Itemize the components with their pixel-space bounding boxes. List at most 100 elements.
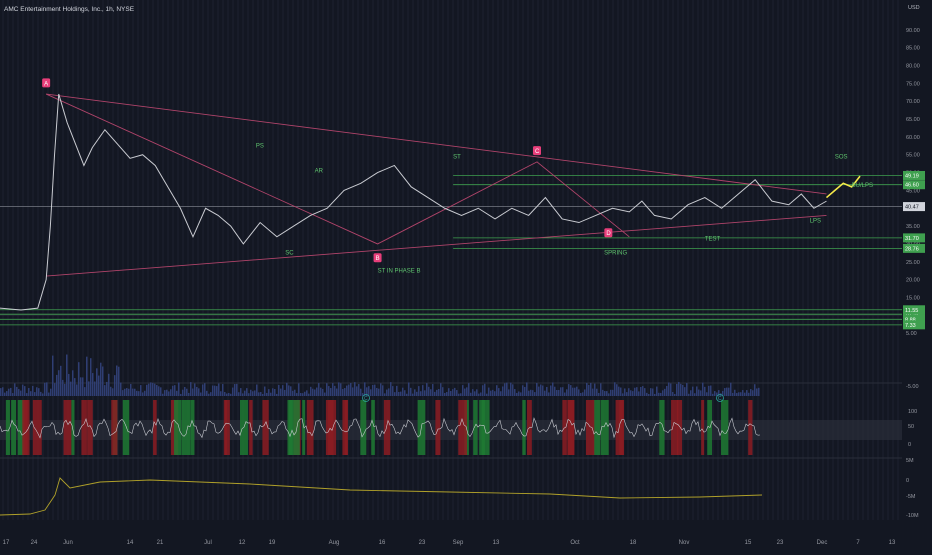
volume-bar <box>182 389 184 396</box>
volume-bar <box>726 387 728 396</box>
volume-bar <box>0 388 2 396</box>
volume-bar <box>122 390 124 396</box>
oscillator-zone <box>306 400 314 455</box>
annotation-label: TEST <box>705 236 721 242</box>
volume-bar <box>450 390 452 396</box>
volume-bar <box>550 385 552 396</box>
oscillator-zone <box>383 400 391 455</box>
volume-bar <box>318 383 320 396</box>
time-tick-label: 24 <box>31 540 38 546</box>
point-badge-label: C <box>535 149 540 155</box>
volume-bar <box>386 389 388 396</box>
volume-bar <box>750 389 752 396</box>
volume-bar <box>498 388 500 396</box>
volume-bar <box>634 387 636 396</box>
volume-bar <box>228 393 230 396</box>
volume-bar <box>374 384 376 396</box>
oscillator-zone <box>262 400 269 455</box>
volume-bar <box>484 383 486 396</box>
volume-bar <box>220 391 222 396</box>
time-tick-label: 21 <box>157 540 164 546</box>
volume-bar <box>688 393 690 396</box>
volume-bar <box>388 388 390 396</box>
time-tick-label: 18 <box>630 540 637 546</box>
volume-bar <box>102 366 104 396</box>
volume-bar <box>606 391 608 396</box>
volume-bar <box>492 389 494 396</box>
volume-bar <box>222 384 224 396</box>
volume-bar <box>298 383 300 396</box>
volume-bar <box>452 389 454 396</box>
volume-bar <box>272 388 274 396</box>
point-badge-label: B <box>376 256 380 262</box>
volume-bar <box>268 389 270 396</box>
volume-bar <box>308 393 310 396</box>
volume-bar <box>382 385 384 396</box>
volume-bar <box>104 385 106 396</box>
volume-bar <box>226 393 228 396</box>
volume-bar <box>554 386 556 396</box>
oscillator-zone <box>294 400 300 455</box>
volume-bar <box>232 387 234 396</box>
volume-bar <box>64 383 66 396</box>
obv-tick-label: -10M <box>906 513 919 519</box>
volume-bar <box>230 393 232 396</box>
volume-bar <box>330 388 332 396</box>
volume-bar <box>394 392 396 396</box>
volume-bar <box>580 392 582 396</box>
volume-bar <box>612 389 614 396</box>
volume-bar <box>494 391 496 396</box>
point-badge <box>42 78 51 88</box>
volume-bar <box>338 382 340 396</box>
volume-bar <box>736 393 738 396</box>
volume-bar <box>396 385 398 396</box>
price-tick-label: 15.00 <box>906 295 920 301</box>
oscillator-zone <box>567 400 575 455</box>
volume-bar <box>694 393 696 396</box>
volume-bar <box>662 390 664 396</box>
volume-bar <box>322 388 324 396</box>
volume-bar <box>18 389 20 396</box>
volume-bar <box>156 385 158 396</box>
time-tick-label: Nov <box>679 540 690 546</box>
volume-bar <box>422 385 424 396</box>
volume-bar <box>78 362 80 396</box>
volume-bar <box>496 385 498 396</box>
volume-bar <box>668 382 670 396</box>
volume-bar <box>360 388 362 396</box>
volume-bar <box>134 388 136 396</box>
volume-bar <box>504 383 506 396</box>
price-axis[interactable]: 90.00 85.00 80.00 75.00 70.00 65.00 60.00 55.00… <box>903 28 925 337</box>
oscillator-zone <box>32 400 42 455</box>
volume-bar <box>676 383 678 396</box>
volume-bar <box>632 391 634 396</box>
volume-bar <box>432 384 434 396</box>
volume-bar <box>288 385 290 396</box>
price-tick-label: 75.00 <box>906 81 920 87</box>
volume-bar <box>584 389 586 396</box>
oscillator-zone <box>17 400 25 455</box>
oscillator-zone <box>458 400 468 455</box>
volume-bar <box>98 375 100 396</box>
volume-bar <box>400 391 402 396</box>
volume-bar <box>168 391 170 396</box>
oscillator-zone <box>181 400 191 455</box>
price-badge <box>903 314 925 324</box>
oscillator-pane: 100 50 0 C C <box>0 394 917 455</box>
volume-bar <box>176 390 178 396</box>
volume-bar <box>586 382 588 396</box>
time-axis[interactable]: 17 24 Jun 14 21 Jul 12 19 Aug 16 23 Sep 13 Oct 18 Nov 15… <box>3 540 896 546</box>
oscillator-zone <box>522 400 526 455</box>
volume-bar <box>260 392 262 396</box>
volume-bar <box>650 388 652 396</box>
volume-bar <box>716 392 718 396</box>
volume-bar <box>292 390 294 396</box>
annotation-label: SOS <box>835 154 848 160</box>
volume-bar <box>532 390 534 396</box>
volume-bar <box>236 383 238 396</box>
volume-bar <box>76 384 78 396</box>
volume-bar <box>340 383 342 396</box>
volume-bar <box>166 389 168 396</box>
